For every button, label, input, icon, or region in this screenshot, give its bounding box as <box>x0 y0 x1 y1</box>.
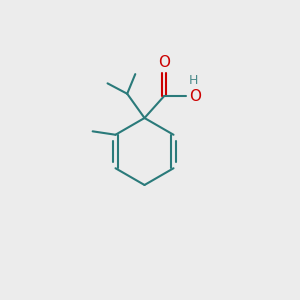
Text: O: O <box>158 55 170 70</box>
Text: O: O <box>189 88 201 104</box>
Text: H: H <box>189 74 198 87</box>
